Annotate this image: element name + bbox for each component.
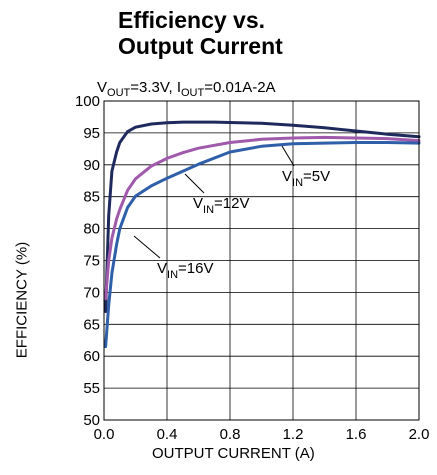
grid-lines (103, 100, 420, 421)
subtitle-v-main: V (97, 79, 108, 96)
series-label-value: =5V (303, 168, 330, 185)
subtitle-v-sub: OUT (107, 87, 131, 99)
chart-subtitle: VOUT=3.3V, IOUT=0.01A-2A (97, 79, 276, 99)
series-line-vin-5v (104, 120, 421, 313)
series-label-sub: IN (167, 269, 178, 281)
y-tick-label: 55 (83, 380, 100, 397)
y-tick-label: 85 (83, 189, 100, 206)
series-label-vin-5v: VIN=5V (282, 168, 330, 189)
subtitle-i-sub: OUT (181, 87, 205, 99)
subtitle-v-value: =3.3V, (130, 79, 177, 96)
series-line-vin-12v (104, 135, 421, 301)
y-tick-label: 75 (83, 253, 100, 270)
y-tick-label: 65 (83, 316, 100, 333)
leader-line-vin-12v (184, 173, 205, 194)
leader-line-vin-16v (133, 235, 161, 259)
series-label-main: V (157, 260, 167, 277)
y-tick-label: 95 (83, 125, 100, 142)
x-tick-label: 0.8 (220, 426, 241, 443)
y-tick-label: 80 (83, 221, 100, 238)
series-label-value: =16V (178, 260, 213, 277)
series-label-sub: IN (292, 177, 303, 189)
series-label-vin-12v: VIN=12V (193, 195, 249, 216)
x-tick-label: 0.4 (157, 426, 178, 443)
leader-line-vin-5v (281, 145, 295, 167)
annotation-leaders (133, 145, 295, 259)
series-label-value: =12V (214, 195, 249, 212)
y-tick-label: 70 (83, 284, 100, 301)
series-label-sub: IN (203, 204, 214, 216)
y-tick-label: 90 (83, 157, 100, 174)
chart-title-line-1: Efficiency vs. (118, 7, 266, 33)
series-label-main: V (282, 168, 292, 185)
x-tick-label: 0.0 (94, 426, 115, 443)
subtitle-i-value: =0.01A-2A (204, 79, 276, 96)
series-label-vin-16v: VIN=16V (157, 260, 213, 281)
series-label-main: V (193, 195, 203, 212)
x-axis-label: OUTPUT CURRENT (A) (152, 445, 315, 462)
x-tick-label: 1.6 (346, 426, 367, 443)
series-lines (104, 120, 421, 349)
tick-labels: 0.0 0.4 0.8 1.2 1.6 2.0 50 55 60 65 70 75 80 85 90 95 10… (75, 93, 429, 443)
x-tick-label: 2.0 (409, 426, 430, 443)
subtitle-i-main: I (176, 79, 181, 96)
y-tick-label: 60 (83, 348, 100, 365)
chart-title-line-2: Output Current (118, 33, 283, 59)
y-tick-label: 100 (75, 93, 100, 110)
plot-frame (103, 100, 420, 421)
series-line-vin-16v (104, 141, 421, 349)
x-tick-label: 1.2 (283, 426, 304, 443)
y-tick-label: 50 (83, 412, 100, 429)
